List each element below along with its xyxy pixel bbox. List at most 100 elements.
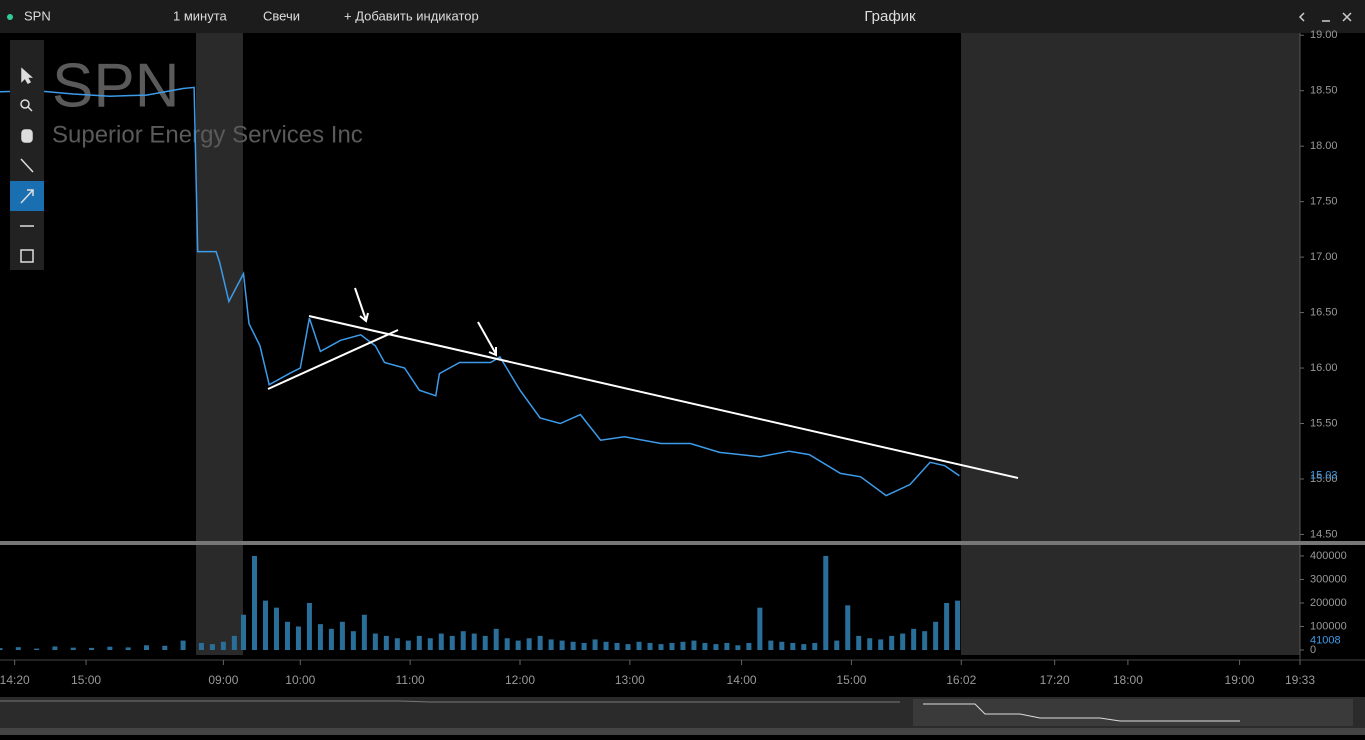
- volume-bar: [823, 555, 829, 650]
- volume-bar: [306, 602, 312, 650]
- volume-bar: [231, 635, 237, 650]
- style-select[interactable]: Свечи: [263, 8, 300, 23]
- volume-bar: [273, 607, 279, 650]
- volume-bar: [691, 640, 697, 650]
- volume-bar: [680, 641, 686, 650]
- volume-bar: [570, 641, 576, 650]
- volume-bar: [143, 645, 149, 650]
- volume-bar: [427, 638, 433, 650]
- volume-bar: [416, 635, 422, 650]
- volume-bar: [944, 602, 950, 650]
- volume-tick-label: 0: [1310, 644, 1316, 656]
- volume-bar: [209, 644, 215, 650]
- volume-bar: [438, 633, 444, 650]
- volume-bar: [198, 642, 204, 650]
- y-tick-label: 19.00: [1310, 29, 1338, 41]
- x-tick-label: 14:20: [0, 673, 30, 687]
- y-tick-label: 17.00: [1310, 251, 1338, 263]
- volume-bar: [768, 640, 774, 650]
- volume-bar: [317, 624, 323, 650]
- volume-bar: [933, 621, 939, 650]
- watermark-symbol: SPN: [52, 51, 179, 120]
- volume-bar: [0, 648, 3, 650]
- volume-bar: [592, 639, 598, 650]
- tool-hand[interactable]: [21, 129, 33, 143]
- x-tick-label: 16:02: [946, 673, 976, 687]
- volume-bar: [394, 638, 400, 650]
- tool-line[interactable]: [20, 158, 34, 173]
- volume-bar: [328, 628, 334, 650]
- tool-zoom[interactable]: [20, 99, 30, 109]
- volume-bar: [504, 638, 510, 650]
- volume-bar: [603, 641, 609, 650]
- volume-bar: [70, 647, 76, 650]
- volume-bar: [724, 642, 730, 650]
- volume-tick-label: 200000: [1310, 597, 1347, 609]
- y-tick-label: 18.00: [1310, 140, 1338, 152]
- navigator-window[interactable]: [913, 699, 1353, 726]
- x-tick-label: 15:00: [836, 673, 866, 687]
- volume-bar: [834, 640, 840, 650]
- volume-tick-label: 400000: [1310, 550, 1347, 562]
- price-line: [0, 86, 960, 497]
- trendline[interactable]: [308, 315, 1019, 479]
- volume-bar: [339, 621, 345, 650]
- x-tick-label: 09:00: [208, 673, 238, 687]
- volume-bar: [801, 644, 807, 650]
- x-tick-label: 19:00: [1225, 673, 1255, 687]
- trendline[interactable]: [267, 329, 399, 390]
- volume-bar: [372, 633, 378, 650]
- volume-bar: [746, 642, 752, 650]
- volume-bar: [559, 640, 565, 650]
- volume-bar: [162, 645, 168, 650]
- volume-bar: [702, 642, 708, 650]
- tool-pointer[interactable]: [21, 67, 33, 84]
- volume-bar: [713, 644, 719, 650]
- x-tick-label: 14:00: [727, 673, 757, 687]
- navigator-history: [0, 700, 900, 703]
- volume-bar: [361, 614, 367, 650]
- volume-bar: [220, 641, 226, 650]
- volume-bar: [636, 641, 642, 650]
- interval-select[interactable]: 1 минута: [173, 8, 228, 23]
- volume-bar: [34, 648, 40, 650]
- volume-bar: [669, 642, 675, 650]
- volume-bar: [845, 605, 851, 650]
- tool-ray[interactable]: [20, 189, 34, 204]
- volume-bar: [180, 640, 186, 650]
- volume-bar: [757, 607, 763, 650]
- volume-bar: [735, 645, 741, 650]
- x-tick-label: 18:00: [1113, 673, 1143, 687]
- tool-zoom[interactable]: [27, 106, 33, 112]
- y-tick-label: 18.50: [1310, 85, 1338, 97]
- volume-bar: [405, 640, 411, 650]
- x-tick-label: 19:33: [1285, 673, 1315, 687]
- tool-rect[interactable]: [20, 249, 34, 263]
- y-tick-label: 15.00: [1310, 473, 1338, 485]
- add-indicator[interactable]: + Добавить индикатор: [344, 8, 479, 23]
- x-tick-label: 15:00: [71, 673, 101, 687]
- volume-bar: [922, 631, 928, 650]
- volume-bar: [955, 600, 961, 650]
- afterhours-shade: [961, 33, 1300, 655]
- arrow: [477, 321, 497, 357]
- symbol-field[interactable]: SPN: [24, 8, 51, 23]
- volume-bar: [515, 640, 521, 650]
- volume-bar: [790, 642, 796, 650]
- x-tick-label: 17:20: [1040, 673, 1070, 687]
- y-tick-label: 14.50: [1310, 528, 1338, 540]
- window-title: График: [864, 8, 916, 25]
- window-buttons[interactable]: [1298, 12, 1352, 22]
- status-dot: [7, 14, 13, 20]
- volume-bar: [383, 635, 389, 650]
- volume-bar: [460, 631, 466, 650]
- drawn-trendlines[interactable]: [267, 287, 1019, 479]
- volume-tick-label: 100000: [1310, 620, 1347, 632]
- volume-bar: [284, 621, 290, 650]
- volume-bar: [537, 635, 543, 650]
- volume-bar: [614, 642, 620, 650]
- arrow: [354, 287, 369, 323]
- volume-bar: [548, 639, 554, 650]
